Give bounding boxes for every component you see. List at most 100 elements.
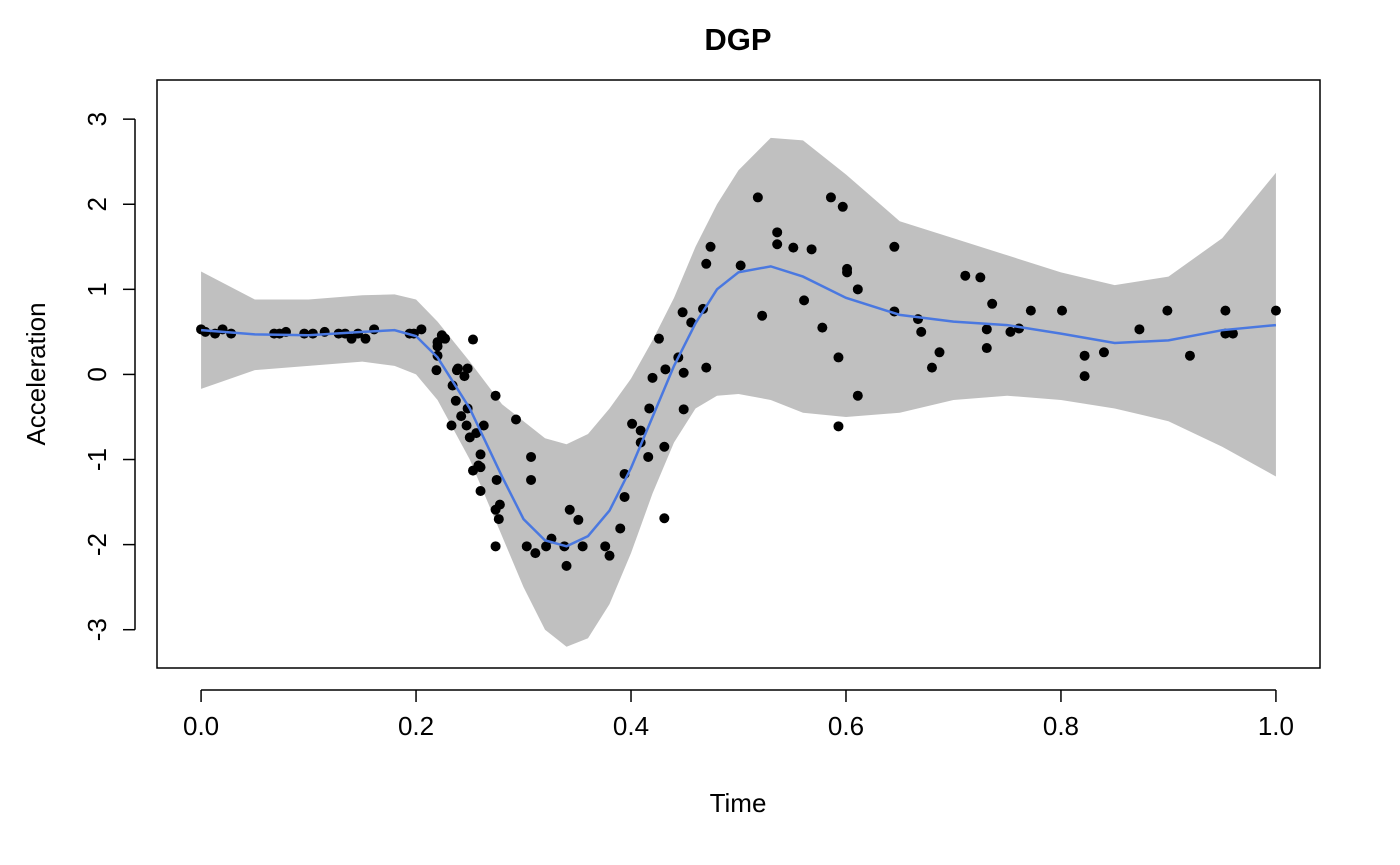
- data-point: [494, 499, 505, 510]
- data-point: [615, 523, 626, 534]
- data-point: [446, 420, 457, 431]
- data-point: [604, 550, 615, 561]
- data-point: [1220, 305, 1231, 316]
- plot-frame: [156, 79, 1321, 669]
- data-point: [677, 307, 688, 318]
- data-point: [772, 239, 783, 250]
- x-tick-label: 0.8: [1043, 711, 1079, 741]
- data-point: [678, 404, 689, 415]
- y-axis-label: Acceleration: [21, 302, 51, 445]
- data-point: [701, 362, 712, 373]
- data-point: [468, 334, 479, 345]
- data-point: [299, 328, 310, 339]
- x-tick-label: 1.0: [1258, 711, 1294, 741]
- data-point: [659, 441, 670, 452]
- data-point: [431, 365, 442, 376]
- data-point: [1134, 324, 1145, 335]
- data-point: [452, 363, 463, 374]
- data-point: [852, 284, 863, 295]
- data-point: [564, 504, 575, 515]
- data-point: [837, 201, 848, 212]
- data-point: [432, 341, 443, 352]
- data-point: [659, 513, 670, 524]
- x-tick-label: 0.4: [613, 711, 649, 741]
- data-point: [561, 560, 572, 571]
- data-point: [981, 324, 992, 335]
- data-point: [833, 421, 844, 432]
- x-tick-label: 0.0: [183, 711, 219, 741]
- x-tick-label: 0.6: [828, 711, 864, 741]
- data-point: [1270, 305, 1281, 316]
- data-point: [916, 326, 927, 337]
- data-point: [600, 541, 611, 552]
- data-point: [735, 260, 746, 271]
- data-point: [450, 395, 461, 406]
- y-tick-label: 0: [82, 367, 112, 381]
- data-point: [817, 322, 828, 333]
- data-point: [511, 414, 522, 425]
- data-point: [825, 192, 836, 203]
- data-point: [788, 242, 799, 253]
- data-point: [526, 451, 537, 462]
- data-point: [462, 363, 473, 374]
- data-point: [701, 258, 712, 269]
- y-tick-label: -3: [82, 618, 112, 641]
- data-point: [660, 364, 671, 375]
- data-point: [526, 474, 537, 485]
- x-axis-label: Time: [710, 788, 767, 818]
- data-point: [459, 371, 470, 382]
- data-point: [981, 343, 992, 354]
- data-point: [705, 241, 716, 252]
- data-point: [491, 474, 502, 485]
- data-point: [573, 514, 584, 525]
- data-point: [889, 241, 900, 252]
- data-point: [475, 449, 486, 460]
- data-point: [752, 192, 763, 203]
- data-point: [806, 244, 817, 255]
- data-point: [541, 541, 552, 552]
- data-point: [635, 425, 646, 436]
- y-tick-label: -2: [82, 533, 112, 556]
- chart-title: DGP: [704, 22, 771, 57]
- data-point: [757, 310, 768, 321]
- data-point: [478, 420, 489, 431]
- y-tick-label: -1: [82, 448, 112, 471]
- data-point: [1079, 371, 1090, 382]
- data-point: [647, 372, 658, 383]
- data-point: [772, 227, 783, 238]
- data-point: [833, 352, 844, 363]
- data-point: [490, 390, 501, 401]
- data-point: [521, 541, 532, 552]
- data-point: [360, 333, 371, 344]
- data-point: [440, 333, 451, 344]
- y-tick-label: 1: [82, 282, 112, 296]
- data-point: [975, 272, 986, 283]
- data-point: [627, 418, 638, 429]
- data-point: [987, 298, 998, 309]
- data-point: [644, 403, 655, 414]
- data-point: [960, 270, 971, 281]
- y-tick-label: 2: [82, 197, 112, 211]
- data-point: [456, 411, 467, 422]
- data-point: [619, 491, 630, 502]
- data-point: [653, 333, 664, 344]
- data-point: [1025, 305, 1036, 316]
- data-point: [1184, 350, 1195, 361]
- data-point: [490, 541, 501, 552]
- data-point: [493, 514, 504, 525]
- data-point: [1162, 305, 1173, 316]
- data-point: [1079, 350, 1090, 361]
- x-tick-label: 0.2: [398, 711, 434, 741]
- data-point: [416, 324, 427, 335]
- data-point: [643, 451, 654, 462]
- fit-line: [200, 265, 1277, 548]
- data-point: [852, 390, 863, 401]
- data-point: [461, 420, 472, 431]
- data-point: [1227, 328, 1238, 339]
- data-point: [471, 428, 482, 439]
- data-point: [678, 367, 689, 378]
- data-point: [799, 295, 810, 306]
- data-point: [926, 362, 937, 373]
